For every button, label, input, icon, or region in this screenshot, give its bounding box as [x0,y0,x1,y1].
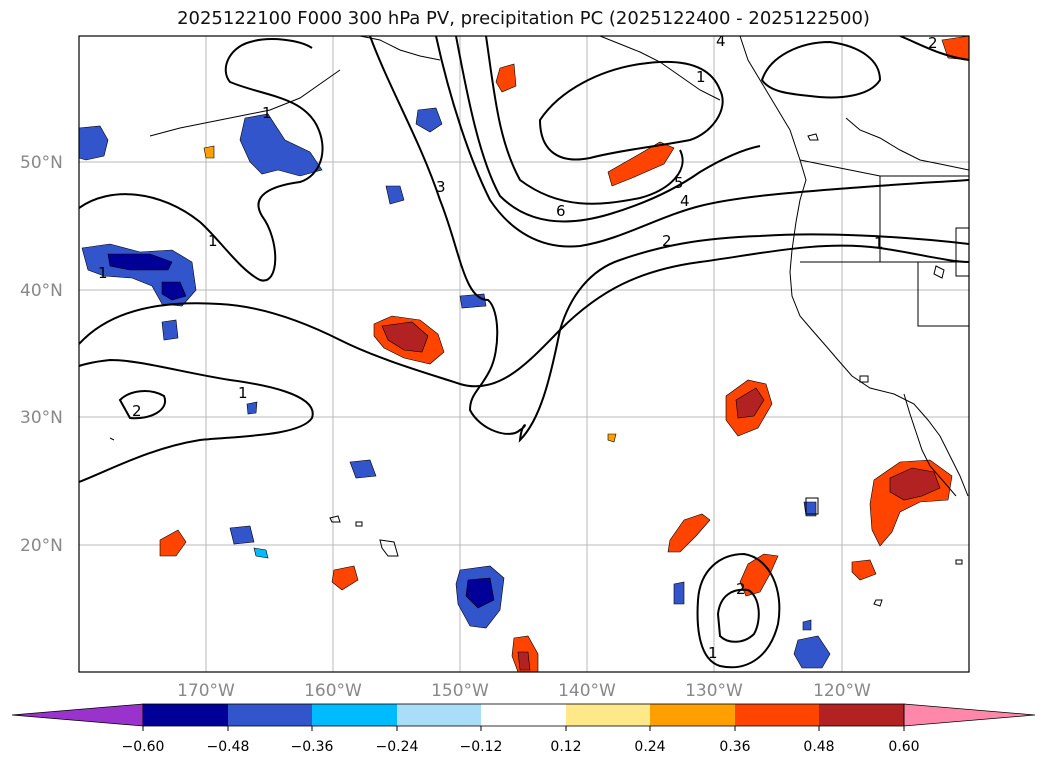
map-frame [78,35,970,673]
precip-positive-shading [159,36,969,672]
colorbar-segment [481,704,566,726]
contour-label: 4 [680,192,690,210]
contour-label: 1 [708,644,718,662]
colorbar-tick-label: −0.60 [122,739,165,755]
colorbar-tick-label: 0.60 [888,739,919,755]
pv-contours [79,36,969,669]
colorbar-segment [397,704,481,726]
lon-label: 120°W [813,681,871,701]
map-title: 2025122100 F000 300 hPa PV, precipitatio… [177,8,870,29]
contour-label: 1 [696,68,706,86]
gridlines [79,36,969,672]
contour-label: 3 [436,178,446,196]
contour-label: 2 [132,402,142,420]
lat-label: 30°N [20,408,63,428]
colorbar-outline [142,703,905,727]
precip-core [517,651,531,671]
precip-blob [203,145,215,159]
contour-label: 2 [662,232,672,250]
precip-negative-shading [79,107,831,669]
colorbar-segment [228,704,312,726]
lon-label: 150°W [431,681,489,701]
contour-label: 2 [736,580,746,598]
colorbar-tick-label: 0.48 [803,739,834,755]
contour-labels: 1 1 1 1 1 1 2 2 2 3 4 4 5 6 1 2 [98,32,938,662]
contour-label: 1 [238,384,248,402]
colorbar-max-extend [903,703,1036,727]
precip-core [161,281,187,301]
contour-label: 1 [262,104,272,122]
precip-blob [667,513,711,553]
precip-blob [673,581,685,605]
colorbar: −0.60 −0.48 −0.36 −0.24 −0.12 0.12 0.24 … [11,703,1036,755]
longitude-labels: 170°W 160°W 150°W 140°W 130°W 120°W [177,681,871,701]
contour-label: 5 [674,174,684,192]
lat-label: 50°N [20,153,63,173]
precip-blob [246,401,258,415]
map-area [79,36,969,672]
precip-blob [495,63,517,93]
precip-blob [941,36,969,61]
lon-label: 160°W [304,681,362,701]
precip-blob [803,501,817,517]
colorbar-tick-label: −0.12 [460,739,503,755]
lon-label: 130°W [685,681,743,701]
precip-blob [802,619,812,631]
colorbar-segment [819,704,904,726]
lat-label: 40°N [20,281,63,301]
colorbar-segment [143,704,228,726]
lon-label: 170°W [177,681,235,701]
precip-blob [459,293,487,309]
precip-blob [739,553,779,597]
colorbar-tick-label: −0.48 [207,739,250,755]
precip-blob [349,459,377,479]
coastlines [109,36,969,607]
precip-blob [385,185,405,205]
colorbar-min-extend [11,703,144,727]
precip-blob [79,125,109,161]
precip-blob [415,107,443,133]
contour-label: 1 [874,234,884,252]
precip-core [889,467,941,501]
lat-label: 20°N [20,536,63,556]
contour-label: 2 [928,34,938,52]
precip-core [107,253,173,271]
precip-core [735,387,765,419]
contour-label: 1 [208,232,218,250]
colorbar-segment [312,704,397,726]
precip-blob [793,635,831,669]
precip-core [381,321,429,353]
precip-blob [851,559,877,581]
contour-label: 6 [556,202,566,220]
precip-blob [159,529,187,557]
contour-label: 4 [716,32,726,50]
lon-label: 140°W [558,681,616,701]
precip-blob [161,319,179,341]
contour-label: 1 [98,264,108,282]
colorbar-tick-label: 0.12 [550,739,581,755]
precip-blob [607,141,675,187]
latitude-labels: 50°N 40°N 30°N 20°N [20,153,63,556]
colorbar-tick-label: −0.24 [376,739,419,755]
colorbar-tick-label: −0.36 [291,739,334,755]
colorbar-segment [650,704,735,726]
colorbar-tick-label: 0.24 [634,739,665,755]
precip-blob [229,525,255,545]
colorbar-segment [735,704,819,726]
colorbar-tick-marks [142,726,905,731]
precip-blob [607,433,617,443]
precip-blob [253,547,269,559]
colorbar-segment [566,704,650,726]
precip-core [465,577,495,609]
precip-blob [331,565,359,591]
colorbar-tick-label: 0.36 [719,739,750,755]
precip-blob [239,113,323,177]
